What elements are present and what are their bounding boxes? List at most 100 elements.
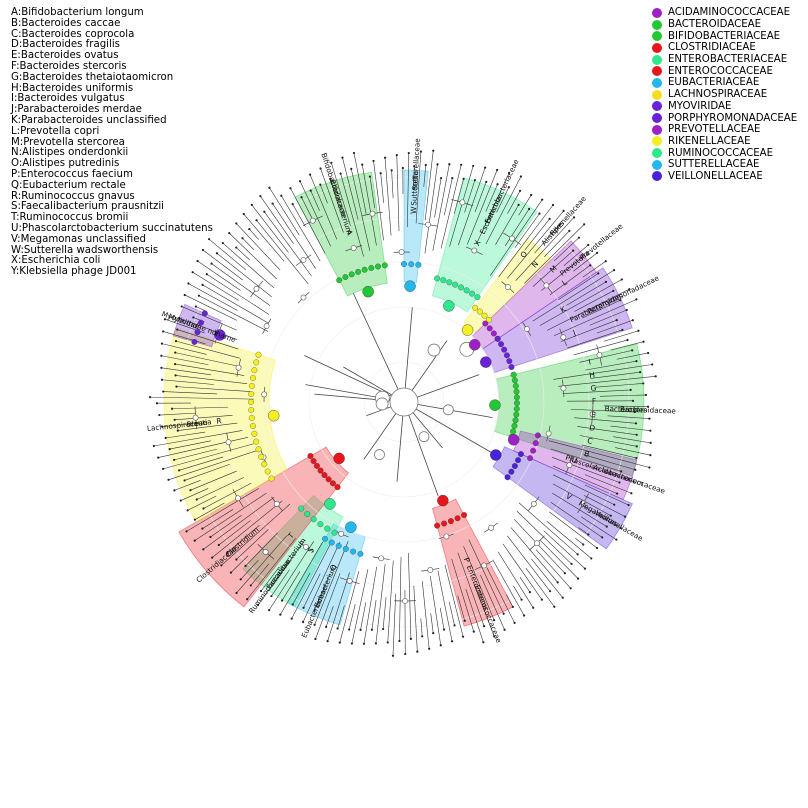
leaf-node (174, 351, 177, 354)
leaf-node (569, 587, 572, 590)
species-key-item: M:Prevotella stercorea (11, 136, 125, 148)
biomarker-node (534, 432, 541, 439)
leaf-branch (242, 238, 254, 250)
leaf-node (407, 151, 410, 155)
leaf-node (202, 548, 205, 551)
species-letter: I (588, 357, 592, 366)
biomarker-node (510, 371, 517, 378)
leaf-node (631, 399, 635, 402)
biomarker-node (513, 394, 520, 401)
leaf-node (450, 640, 454, 643)
internal-node-large (375, 397, 389, 411)
leaf-branch (271, 569, 290, 597)
genus-label: Alistipes (539, 219, 566, 248)
biomarker-node (476, 308, 483, 315)
leaf-branch (211, 263, 271, 306)
biomarker-node (513, 388, 520, 395)
leaf-node (620, 470, 623, 473)
leaf-node (472, 630, 475, 633)
leaf-branch (249, 228, 259, 240)
leaf-branch (158, 437, 249, 458)
leaf-branch (590, 371, 641, 379)
leaf-node (413, 165, 416, 168)
leaf-node (649, 441, 652, 444)
biomarker-node (357, 550, 364, 557)
leaf-node (179, 499, 182, 502)
leaf-branch (596, 319, 633, 334)
clade-band-lachno (163, 327, 288, 523)
species-letter: L (560, 277, 569, 287)
leaf-branch (562, 389, 631, 394)
species-key-item: N:Alistipes onderdonkii (11, 147, 129, 159)
leaf-node (436, 163, 439, 166)
leaf-node (191, 271, 194, 274)
biomarker-node-large (490, 449, 502, 461)
biomarker-node (191, 338, 198, 345)
biomarker-node (322, 535, 328, 542)
internal-node (471, 247, 478, 254)
leaf-node (173, 458, 176, 461)
leaf-node (633, 410, 636, 414)
leaf-branch (480, 574, 505, 630)
species-key-item: R:Ruminococcus gnavus (11, 190, 135, 202)
leaf-node (556, 581, 559, 584)
leaf-node (538, 212, 541, 215)
biomarker-node-large (507, 434, 520, 446)
leaf-branch (518, 502, 578, 555)
leaf-branch (430, 613, 434, 634)
biomarker-node (517, 451, 524, 458)
leaf-branch (257, 539, 306, 606)
leaf-node (185, 530, 188, 533)
leaf-node (649, 454, 652, 457)
leaf-branch (184, 463, 230, 481)
leaf-branch (190, 470, 237, 491)
species-letter: M (548, 264, 559, 275)
leaf-node (183, 293, 186, 297)
leaf-node (352, 151, 356, 155)
biomarker-node-large (404, 280, 416, 292)
leaf-node (460, 163, 463, 166)
species-key-item: H:Bacteroides uniformis (11, 82, 134, 94)
legend-label: ACIDAMINOCOCCACEAE (668, 7, 791, 19)
leaf-node (532, 606, 535, 609)
species-letter: O (518, 249, 529, 259)
leaf-node (157, 456, 160, 459)
leaf-branch (558, 376, 656, 387)
leaf-node (404, 652, 407, 656)
biomarker-node (472, 304, 478, 311)
leaf-node (313, 623, 316, 626)
leaf-node (263, 210, 266, 213)
clade-band-myo (172, 303, 222, 348)
biomarker-node (527, 455, 534, 462)
biomarker-node (348, 271, 355, 278)
species-letter: A (344, 229, 354, 237)
leaf-branch (546, 521, 592, 559)
leaf-node (235, 558, 238, 561)
leaf-branch (584, 484, 629, 506)
leaf-node (167, 478, 170, 481)
leaf-node (196, 259, 199, 263)
leaf-node (210, 262, 213, 265)
leaf-branch (539, 539, 579, 579)
leaf-node (619, 299, 622, 302)
leaf-branch (485, 176, 522, 245)
leaf-node (561, 596, 564, 599)
legend-item: RUMINOCOCCACEAE (652, 147, 797, 159)
biomarker-node (331, 529, 338, 536)
leaf-node (562, 209, 565, 212)
leaf-node (595, 546, 599, 550)
biomarker-node (201, 310, 208, 317)
leaf-node (207, 238, 211, 241)
biomarker-node (515, 457, 521, 464)
leaf-node (162, 390, 165, 393)
leaf-branch (583, 454, 636, 471)
leaf-branch (574, 417, 637, 424)
leaf-branch (163, 391, 218, 395)
internal-node (253, 285, 260, 292)
legend-item: PREVOTELLACEAE (652, 124, 797, 136)
leaf-branch (553, 364, 653, 380)
leaf-node (483, 625, 486, 628)
biomarker-node (253, 359, 260, 366)
leaf-node (176, 328, 179, 331)
biomarker-node (482, 320, 489, 327)
